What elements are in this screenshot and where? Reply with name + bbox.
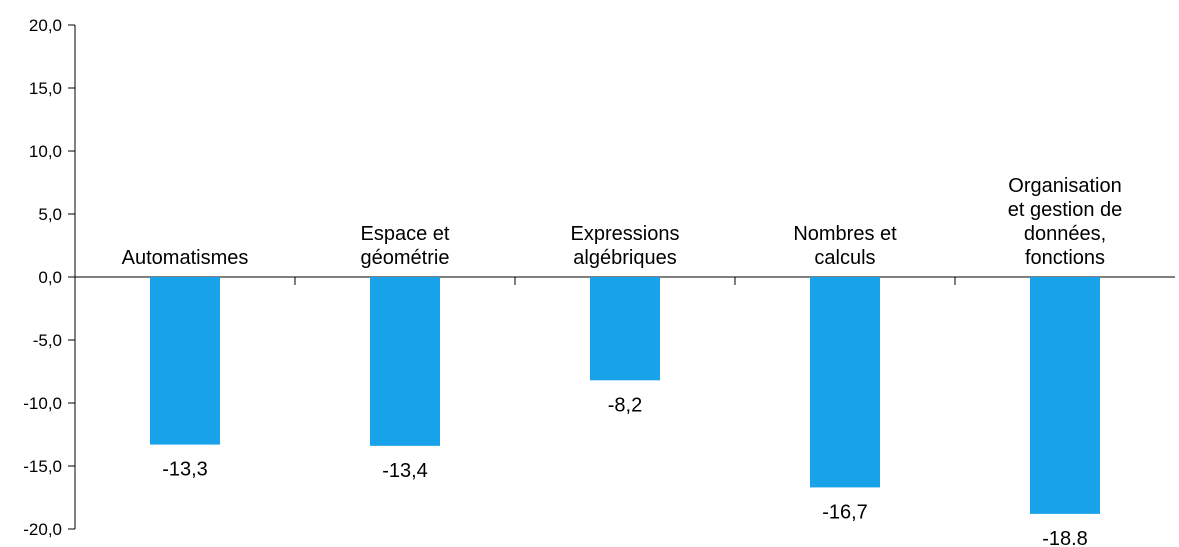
axes: -20,0 -15,0 -10,0 -5,0 0,0 5,0 10,0 15,0 20,0 (23, 16, 1175, 539)
y-tick-label: 10,0 (29, 142, 62, 161)
y-tick-label: 0,0 (38, 268, 62, 287)
labels: Automatismes -13,3 Espace et géométrie -13,4… (122, 175, 1123, 547)
bar (370, 277, 440, 446)
data-label: -16,7 (822, 501, 868, 523)
y-tick-label: -15,0 (23, 457, 62, 476)
y-tick-label: 20,0 (29, 16, 62, 35)
category-label: Expressions algébriques (571, 223, 680, 269)
category-label: Organisation et gestion de données, fonctio… (1008, 175, 1123, 269)
bar (1030, 277, 1100, 514)
category-label: Automatismes (122, 247, 249, 269)
data-label: -18.8 (1042, 528, 1088, 547)
bar (150, 277, 220, 445)
y-tick-label: -20,0 (23, 520, 62, 539)
category-label: Nombres et calculs (793, 223, 897, 269)
y-tick-label: 15,0 (29, 79, 62, 98)
data-label: -13,3 (162, 459, 208, 481)
bars (150, 277, 1100, 514)
data-label: -8,2 (608, 394, 642, 416)
y-tick-label: 5,0 (38, 205, 62, 224)
bar (590, 277, 660, 381)
data-label: -13,4 (382, 460, 428, 482)
category-label: Espace et géométrie (361, 223, 450, 269)
y-tick-label: -10,0 (23, 394, 62, 413)
bar (810, 277, 880, 488)
y-tick-label: -5,0 (33, 331, 62, 350)
